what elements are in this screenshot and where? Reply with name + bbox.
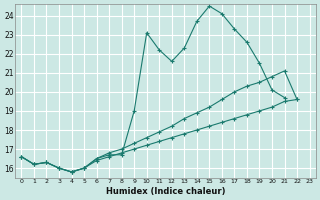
X-axis label: Humidex (Indice chaleur): Humidex (Indice chaleur) — [106, 187, 225, 196]
